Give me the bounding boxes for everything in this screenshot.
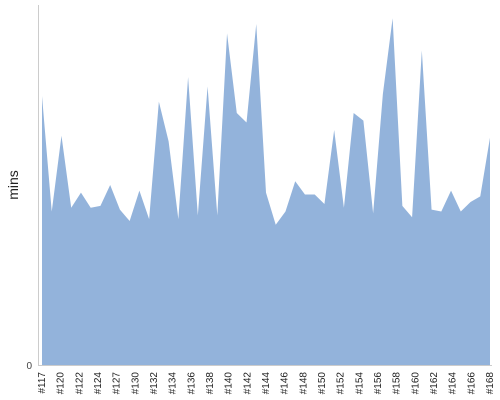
- x-tick-label: #152: [336, 372, 347, 395]
- x-tick-label: #117: [37, 372, 48, 394]
- x-tick-label: #120: [56, 372, 67, 395]
- x-tick-label: #168: [485, 372, 496, 395]
- x-tick-label: #138: [205, 372, 216, 395]
- x-tick-label: #146: [280, 372, 291, 395]
- y-tick-label: 0: [26, 361, 32, 372]
- x-tick-label: #158: [392, 372, 403, 395]
- x-tick-label: #130: [130, 372, 141, 395]
- x-tick-label: #142: [242, 372, 253, 395]
- x-tick-label: #148: [298, 372, 309, 395]
- x-tick-label: #154: [354, 372, 365, 395]
- x-tick-label: #136: [186, 372, 197, 395]
- x-tick-label: #134: [168, 372, 179, 395]
- x-tick-label: #124: [93, 372, 104, 395]
- x-tick-labels: #117 #120 #122 #124 #127 #130 #132 #134 #136 #138…: [37, 372, 496, 395]
- x-tick-label: #156: [373, 372, 384, 395]
- x-tick-label: #162: [429, 372, 440, 395]
- x-tick-label: #150: [317, 372, 328, 395]
- x-tick-label: #144: [261, 372, 272, 395]
- x-tick-label: #164: [448, 372, 459, 395]
- x-tick-label: #160: [410, 372, 421, 395]
- x-tick-label: #166: [466, 372, 477, 395]
- x-tick-label: #127: [112, 372, 123, 395]
- y-axis-label: mins: [5, 170, 21, 200]
- x-tick-label: #122: [74, 372, 85, 395]
- x-tick-label: #140: [224, 372, 235, 395]
- x-tick-label: #132: [149, 372, 160, 395]
- series-area: [42, 18, 490, 365]
